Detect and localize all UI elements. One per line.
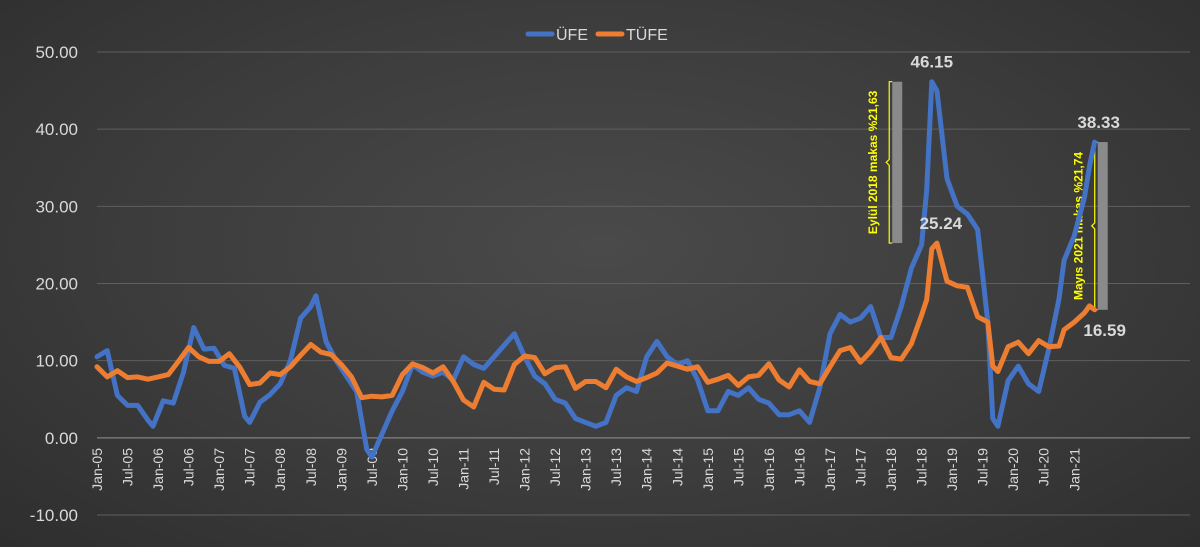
x-tick-label: Jan-16 bbox=[761, 448, 777, 491]
x-tick-label: Jan-15 bbox=[700, 448, 716, 491]
x-tick-label: Jul-06 bbox=[181, 448, 197, 486]
series-line-tufe bbox=[94, 240, 1098, 410]
x-tick-label: Jan-11 bbox=[455, 448, 471, 490]
x-tick-label: Jul-17 bbox=[853, 448, 869, 486]
x-tick-label: Jan-09 bbox=[333, 448, 349, 491]
gap-brace bbox=[1090, 141, 1098, 311]
y-tick-label: 40.00 bbox=[35, 120, 78, 139]
x-tick-label: Jul-16 bbox=[791, 448, 807, 486]
x-tick-label: Jul-05 bbox=[120, 448, 136, 486]
x-tick-label: Jan-17 bbox=[822, 448, 838, 491]
x-tick-label: Jan-08 bbox=[272, 448, 288, 491]
x-tick-label: Jan-06 bbox=[150, 448, 166, 491]
x-tick-label: Jul-10 bbox=[425, 448, 441, 486]
gap-bar bbox=[1097, 142, 1108, 310]
x-tick-label: Jul-15 bbox=[730, 448, 746, 486]
data-labels: 46.15 25.24 38.33 16.59 bbox=[910, 53, 1125, 340]
x-tick-label: Jan-14 bbox=[639, 448, 655, 491]
x-tick-label: Jul-19 bbox=[975, 448, 991, 486]
x-tick-label: Jul-09 bbox=[364, 448, 380, 486]
y-tick-label: 50.00 bbox=[35, 43, 78, 62]
gap-brace bbox=[885, 81, 893, 244]
data-label: 46.15 bbox=[910, 53, 953, 72]
x-tick-label: Jul-08 bbox=[303, 448, 319, 486]
x-tick-label: Jul-11 bbox=[486, 448, 502, 485]
gap-annotation-text: Eylül 2018 makas %21,63 bbox=[866, 90, 880, 234]
y-axis: -10.00 0.00 10.00 20.00 30.00 40.00 50.00 bbox=[30, 43, 78, 525]
data-label: 25.24 bbox=[920, 214, 963, 233]
legend-label: TÜFE bbox=[626, 26, 668, 44]
x-tick-label: Jan-18 bbox=[883, 448, 899, 491]
x-tick-label: Jan-13 bbox=[578, 448, 594, 491]
x-tick-label: Jul-14 bbox=[669, 448, 685, 486]
y-tick-label: 0.00 bbox=[45, 429, 78, 448]
y-tick-label: 10.00 bbox=[35, 352, 78, 371]
gap-annotation: Eylül 2018 makas %21,63 bbox=[866, 81, 903, 244]
x-tick-label: Jan-07 bbox=[211, 448, 227, 491]
gap-bar bbox=[892, 81, 903, 244]
x-tick-label: Jan-10 bbox=[394, 448, 410, 491]
data-label: 38.33 bbox=[1077, 113, 1120, 132]
y-tick-label: 30.00 bbox=[35, 197, 78, 216]
series-line-ufe bbox=[94, 79, 1098, 460]
x-tick-label: Jan-21 bbox=[1066, 448, 1082, 491]
annotations: Eylül 2018 makas %21,63 Mayıs 2021 makas … bbox=[866, 81, 1108, 311]
x-tick-label: Jan-20 bbox=[1005, 448, 1021, 491]
x-tick-label: Jul-12 bbox=[547, 448, 563, 486]
legend-item-tufe[interactable]: TÜFE bbox=[595, 26, 668, 44]
x-tick-label: Jul-07 bbox=[242, 448, 258, 486]
y-tick-label: -10.00 bbox=[30, 506, 78, 525]
x-axis: Jan-05 Jul-05 Jan-06 Jul-06 Jan-07 Jul-07 Jan-… bbox=[89, 448, 1082, 491]
grid-lines bbox=[97, 51, 1190, 516]
y-tick-label: 20.00 bbox=[35, 275, 78, 294]
data-label: 16.59 bbox=[1083, 321, 1126, 340]
x-tick-label: Jul-20 bbox=[1036, 448, 1052, 486]
series-lines bbox=[94, 79, 1098, 460]
x-tick-label: Jul-13 bbox=[608, 448, 624, 486]
x-tick-label: Jul-18 bbox=[914, 448, 930, 486]
x-tick-label: Jan-12 bbox=[517, 448, 533, 491]
x-tick-label: Jan-19 bbox=[944, 448, 960, 491]
legend-label: ÜFE bbox=[556, 26, 588, 44]
x-tick-label: Jan-05 bbox=[89, 448, 105, 491]
legend[interactable]: ÜFE TÜFE bbox=[525, 26, 668, 44]
legend-item-ufe[interactable]: ÜFE bbox=[525, 26, 588, 44]
